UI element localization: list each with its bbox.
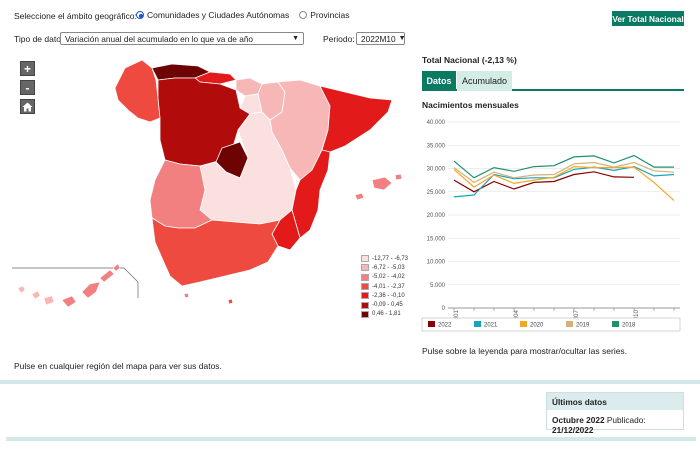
- ver-total-nacional-button[interactable]: Ver Total Nacional: [612, 11, 684, 26]
- series-hint: Pulse sobre la leyenda para mostrar/ocul…: [422, 346, 628, 356]
- zoom-in-button[interactable]: +: [20, 61, 35, 76]
- chart-legend-label: 2018: [622, 323, 636, 329]
- radio-comunidades[interactable]: Comunidades y Ciudades Autónomas: [136, 10, 289, 20]
- y-tick-label: 25.000: [427, 190, 446, 196]
- x-tick-label: M01: [454, 310, 460, 322]
- legend-swatch: [361, 255, 369, 263]
- ambito-label: Seleccione el ámbito geográfico:: [14, 11, 137, 21]
- chart-legend-label: 2020: [530, 323, 544, 329]
- chart-legend-swatch: [520, 321, 527, 327]
- home-button[interactable]: [20, 99, 35, 114]
- periodo-label: Periodo:: [323, 34, 355, 44]
- region-melilla[interactable]: [227, 298, 234, 305]
- tab-datos[interactable]: Datos: [422, 71, 456, 91]
- legend-label: -5,02 - -4,02: [372, 274, 405, 281]
- region-valenciana[interactable]: [291, 149, 331, 239]
- x-tick-label: M07: [574, 310, 580, 322]
- births-line-chart: 0 5.000 10.000 15.000 20.000 25.000 30.000 35.0…: [421, 120, 681, 332]
- canarias-inset-frame: [12, 267, 139, 298]
- chart-legend-swatch: [474, 321, 481, 327]
- chart-legend-label: 2022: [438, 323, 452, 329]
- legend-label: -6,72 - -5,03: [372, 264, 405, 271]
- tipo-dato-label: Tipo de dato: [14, 34, 61, 44]
- chart-legend-label: 2021: [484, 323, 498, 329]
- radio-provincias-label[interactable]: Provincias: [310, 10, 350, 20]
- legend-swatch: [361, 310, 369, 318]
- region-galicia[interactable]: [114, 59, 161, 123]
- tipo-dato-value: Variación anual del acumulado en lo que …: [65, 33, 254, 44]
- legend-item: -4,01 - -2,37: [361, 282, 408, 291]
- legend-label: -12,77 - -6,73: [372, 255, 409, 262]
- radio-dot[interactable]: [299, 11, 308, 19]
- region-castilla-leon[interactable]: [157, 77, 251, 167]
- tipo-dato-select[interactable]: Variación anual del acumulado en lo que …: [60, 32, 304, 45]
- total-nacional-title: Total Nacional (-2,13 %): [422, 55, 517, 65]
- zoom-out-button[interactable]: -: [20, 80, 35, 95]
- chart-legend-label: 2019: [576, 323, 590, 329]
- ultimos-datos-box: Últimos datos Octubre 2022 Publicado: 21…: [546, 392, 684, 435]
- tab-acumulado[interactable]: Acumulado: [457, 71, 512, 91]
- spain-map[interactable]: [0, 50, 410, 350]
- legend-label: 0,46 - 1,81: [372, 311, 401, 318]
- y-tick-label: 40.000: [427, 120, 446, 126]
- legend-label: -2,36 - -0,10: [372, 292, 405, 299]
- chart-legend-swatch: [612, 321, 619, 327]
- legend-swatch: [361, 301, 369, 309]
- periodo-select[interactable]: 2022M10 ▼: [356, 32, 406, 45]
- legend-label: -4,01 - -2,37: [372, 283, 405, 290]
- y-tick-label: 35.000: [427, 143, 446, 149]
- legend-item: 0,46 - 1,81: [361, 310, 408, 319]
- ultimos-datos-body: Octubre 2022 Publicado: 21/12/2022: [547, 410, 683, 440]
- y-tick-label: 30.000: [427, 167, 446, 173]
- chart-legend-swatch: [566, 321, 573, 327]
- series-line-2019: [453, 161, 675, 184]
- radio-provincias[interactable]: Provincias: [299, 10, 349, 20]
- region-cataluna[interactable]: [319, 85, 393, 153]
- divider: [0, 380, 700, 384]
- x-tick-label: M04: [514, 310, 520, 322]
- ultimos-datos-title: Últimos datos: [547, 393, 683, 410]
- x-tick-label: M10: [634, 310, 640, 322]
- tabs: Datos Acumulado: [422, 71, 684, 91]
- legend-swatch: [361, 292, 369, 300]
- divider: [6, 437, 696, 441]
- legend-item: -5,02 - -4,02: [361, 273, 408, 282]
- ambito-radio-group: Comunidades y Ciudades Autónomas Provinc…: [136, 10, 349, 20]
- region-canarias[interactable]: [17, 263, 121, 308]
- legend-item: -2,36 - -0,10: [361, 291, 408, 300]
- published-date: 21/12/2022: [552, 425, 594, 435]
- chart-legend-box: [421, 317, 681, 332]
- y-tick-label: 20.000: [427, 213, 446, 219]
- chart-title: Nacimientos mensuales: [422, 100, 519, 110]
- map-legend: -12,77 - -6,73 -6,72 - -5,03 -5,02 - -4,02…: [361, 254, 408, 319]
- region-ceuta[interactable]: [183, 292, 190, 299]
- radio-dot-selected[interactable]: [136, 11, 144, 19]
- legend-item: -0,09 - 0,45: [361, 300, 408, 309]
- ultimos-period: Octubre 2022: [552, 415, 605, 425]
- chevron-down-icon: ▼: [292, 35, 299, 42]
- y-tick-label: 10.000: [427, 260, 446, 266]
- series-line-2018: [453, 154, 674, 179]
- home-icon: [22, 102, 33, 111]
- y-tick-label: 15.000: [427, 236, 446, 242]
- chart-legend-swatch: [428, 321, 435, 327]
- region-baleares[interactable]: [354, 173, 403, 201]
- series-line-2020: [453, 165, 675, 202]
- radio-comunidades-label[interactable]: Comunidades y Ciudades Autónomas: [147, 10, 290, 20]
- legend-label: -0,09 - 0,45: [372, 302, 403, 309]
- legend-item: -6,72 - -5,03: [361, 263, 408, 272]
- series-line-2021: [453, 165, 675, 198]
- legend-swatch: [361, 264, 369, 272]
- periodo-value: 2022M10: [361, 33, 396, 44]
- legend-swatch: [361, 273, 369, 281]
- legend-swatch: [361, 283, 369, 291]
- y-tick-label: 5.000: [430, 283, 446, 289]
- published-label: Publicado:: [606, 415, 646, 425]
- series-line-2022: [453, 171, 635, 193]
- legend-item: -12,77 - -6,73: [361, 254, 408, 263]
- map-hint: Pulse en cualquier región del mapa para …: [14, 361, 222, 371]
- chevron-down-icon: ▼: [398, 35, 406, 42]
- region-andalucia[interactable]: [151, 217, 281, 287]
- y-tick-label: 0: [442, 306, 446, 312]
